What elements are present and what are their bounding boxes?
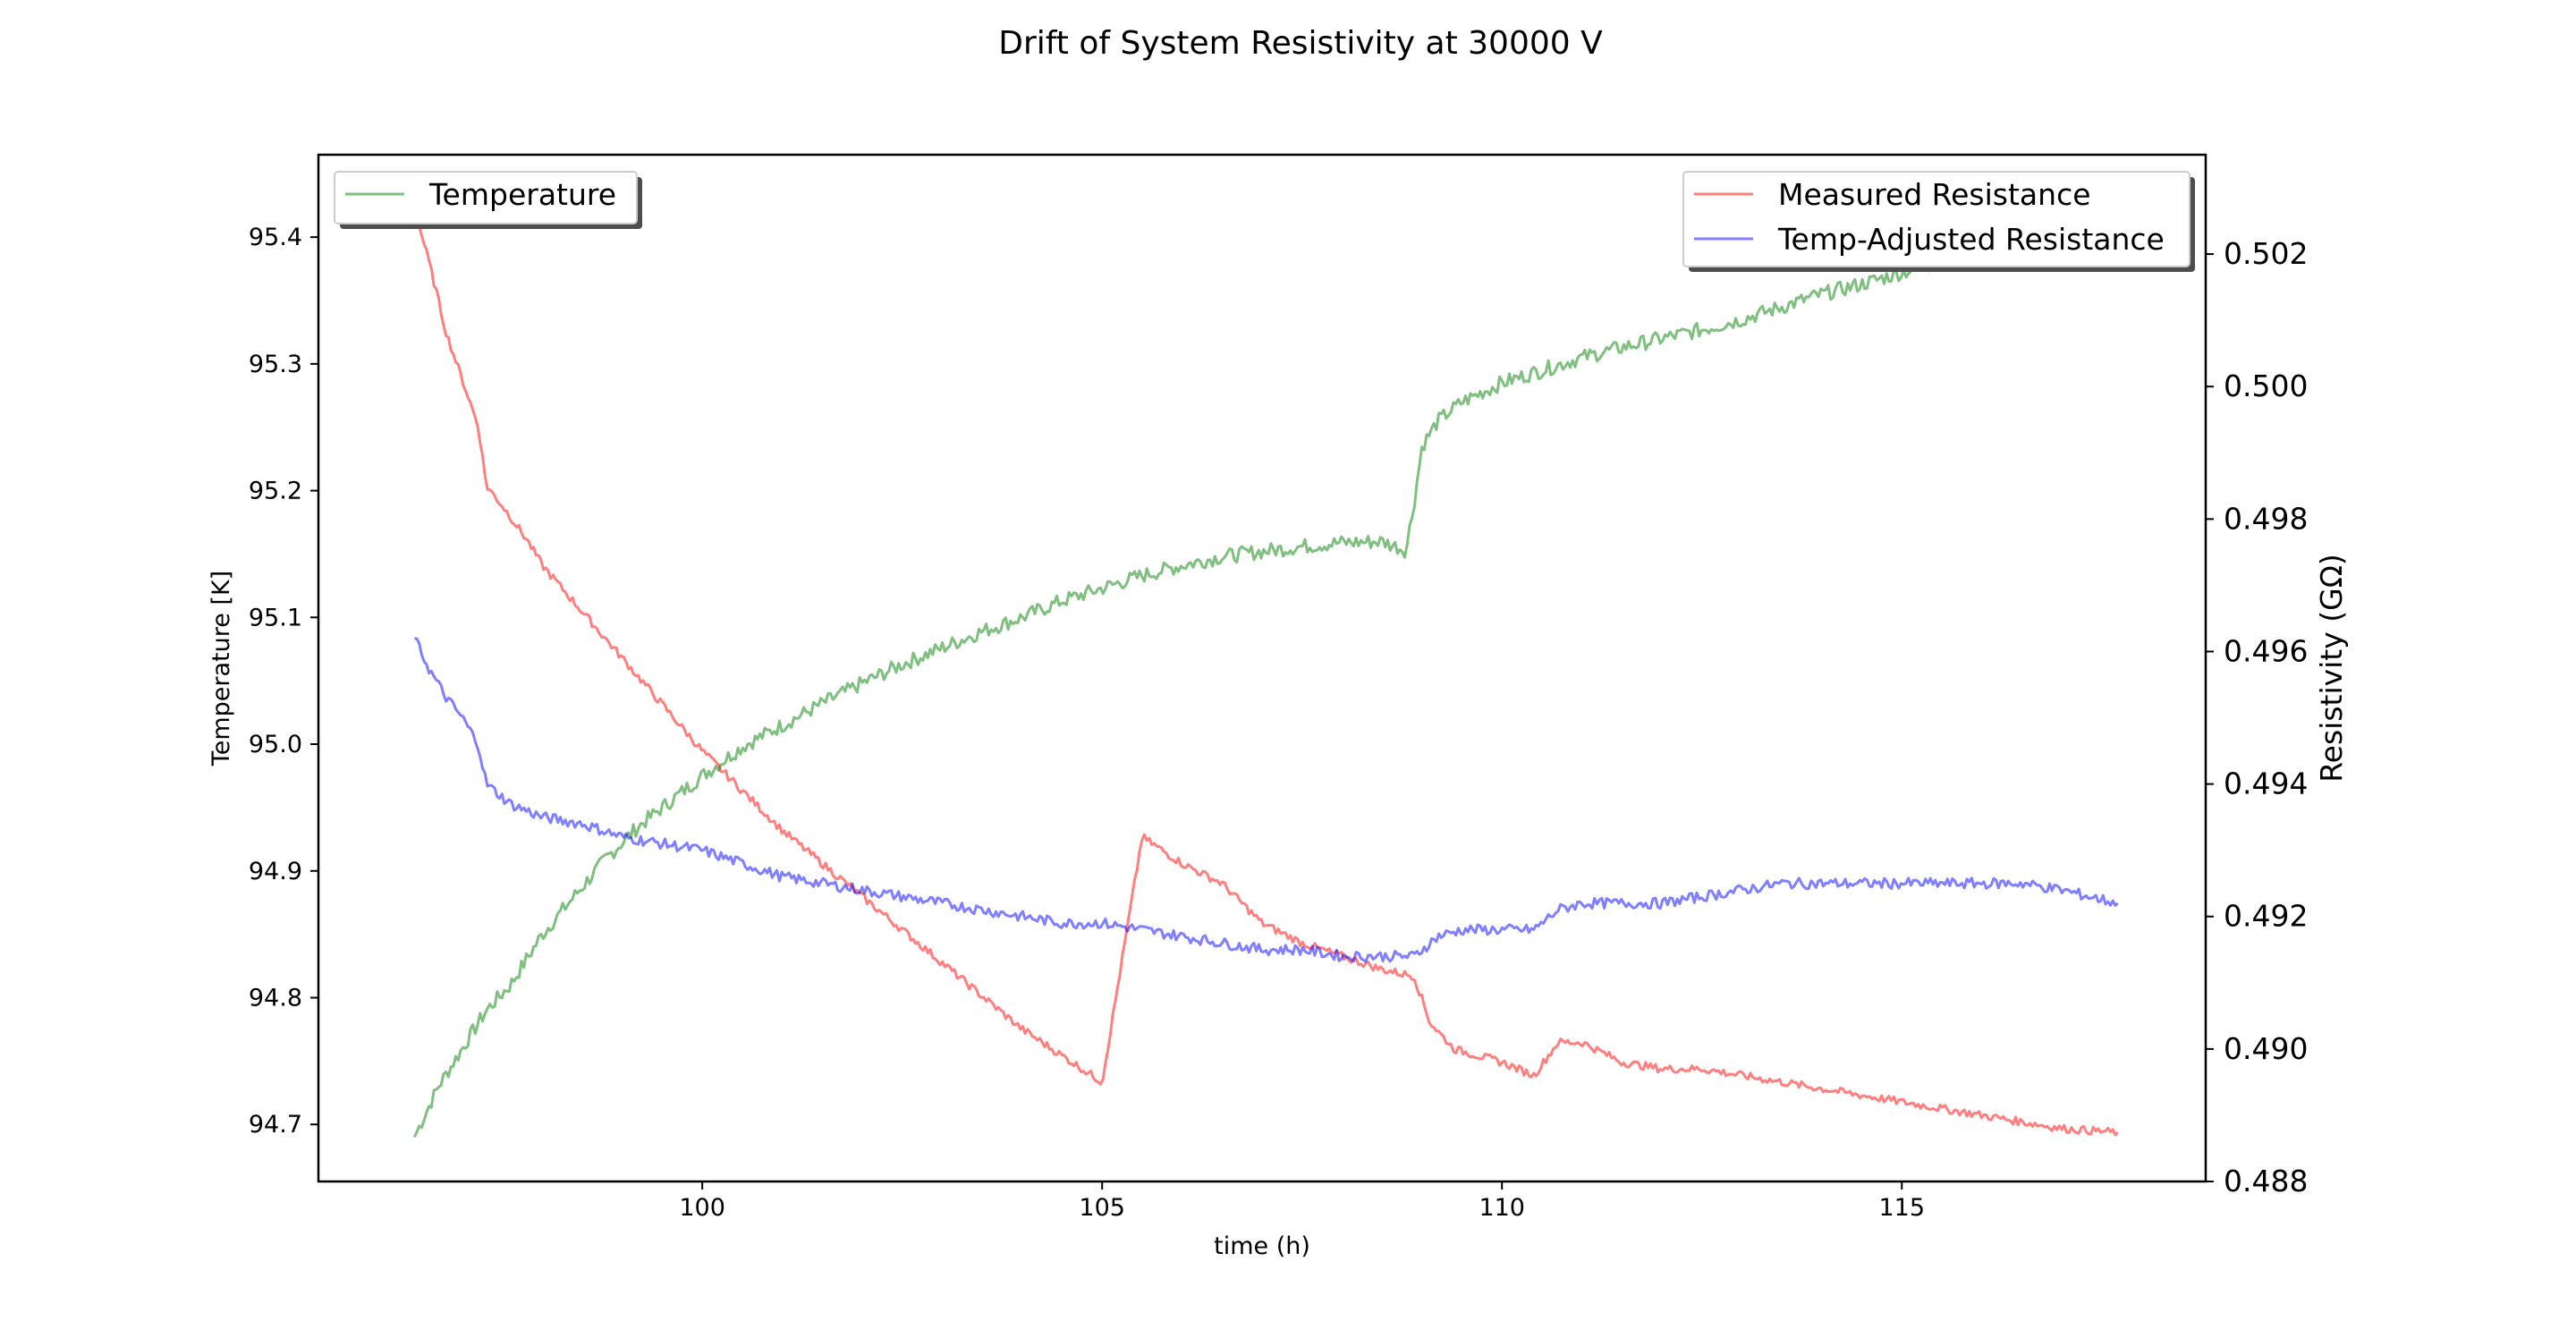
- legend-label-measured-resistance: Measured Resistance: [1778, 177, 2091, 212]
- series-line-temp-adjusted-resistance: [414, 637, 2119, 963]
- right-y-tick-label: 0.496: [2224, 633, 2308, 668]
- chart-title: Drift of System Resistivity at 30000 V: [998, 25, 1603, 62]
- right-y-tick-label: 0.498: [2224, 501, 2308, 536]
- axes-frame: [317, 153, 2207, 1183]
- right-y-tick-label: 0.494: [2224, 766, 2308, 801]
- left-y-tick-label: 95.0: [249, 731, 302, 758]
- right-y-axis-ticks: 0.488 0.490 0.492 0.494 0.496 0.498 0.500 0.502: [2206, 236, 2308, 1198]
- right-y-tick-label: 0.492: [2224, 899, 2308, 934]
- x-axis-ticks: 100 105 110 115: [679, 1181, 1925, 1222]
- left-y-tick-label: 95.3: [249, 351, 302, 378]
- x-tick-label: 115: [1878, 1194, 1925, 1222]
- legend-box: [334, 171, 638, 224]
- plot-area: [317, 153, 2207, 1183]
- right-y-axis-label: Resistivity (GΩ): [2314, 554, 2349, 783]
- series-line-temperature: [412, 214, 2119, 1139]
- left-y-tick-label: 94.7: [249, 1111, 302, 1139]
- series-line-measured-resistance: [412, 207, 2119, 1137]
- series-layer: [412, 207, 2119, 1139]
- x-tick-label: 105: [1079, 1194, 1125, 1222]
- x-tick-label: 100: [679, 1194, 725, 1222]
- right-y-tick-label: 0.490: [2224, 1031, 2308, 1066]
- right-y-tick-label: 0.488: [2224, 1164, 2308, 1198]
- left-y-tick-label: 95.2: [249, 478, 302, 505]
- legend-resistance: Measured Resistance Temp-Adjusted Resist…: [1682, 171, 2195, 272]
- legend-label-temperature: Temperature: [428, 177, 616, 212]
- legend-label-temp-adjusted-resistance: Temp-Adjusted Resistance: [1777, 222, 2165, 257]
- legend-temperature: Temperature: [334, 171, 642, 229]
- right-y-tick-label: 0.502: [2224, 236, 2308, 271]
- x-tick-label: 110: [1479, 1194, 1525, 1222]
- left-y-tick-label: 95.1: [249, 604, 302, 631]
- legend-box: [1682, 171, 2190, 267]
- left-y-tick-label: 94.8: [249, 984, 302, 1012]
- right-y-tick-label: 0.500: [2224, 368, 2308, 403]
- left-y-axis-label: Temperature [K]: [208, 571, 235, 766]
- left-y-tick-label: 94.9: [249, 858, 302, 885]
- left-y-axis-ticks: 94.7 94.8 94.9 95.0 95.1 95.2 95.3 95.4: [249, 224, 318, 1139]
- left-y-tick-label: 95.4: [249, 224, 302, 251]
- x-axis-label: time (h): [1214, 1232, 1310, 1260]
